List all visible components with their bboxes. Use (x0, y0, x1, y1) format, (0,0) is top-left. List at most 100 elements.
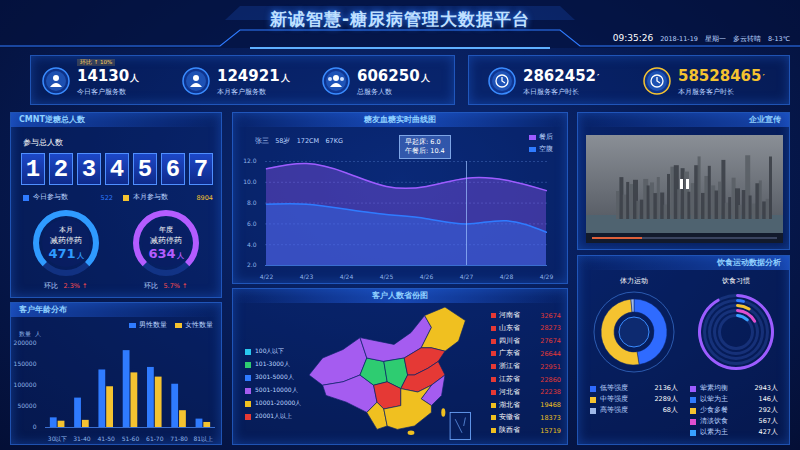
svg-text:4/25: 4/25 (380, 273, 394, 280)
html-text:饮食运动数据分析: 饮食运动数据分析 (717, 258, 781, 267)
svg-text:4.0: 4.0 (247, 241, 257, 248)
svg-text:4/26: 4/26 (420, 273, 434, 280)
svg-text:10.0: 10.0 (243, 178, 257, 185)
svg-text:471人: 471人 (48, 246, 84, 261)
html-text:68人: 68人 (662, 406, 678, 414)
html-text:2289人: 2289人 (654, 395, 678, 403)
html-text:客户年龄分布: 客户年龄分布 (19, 305, 67, 314)
svg-text:200000: 200000 (14, 339, 37, 346)
html-text:高等强度: 高等强度 (600, 406, 628, 414)
html-text:本日服务客户时长: 本日服务客户时长 (523, 88, 579, 96)
html-text:今日参与数: 今日参与数 (33, 193, 68, 201)
html-text:参与总人数: 参与总人数 (23, 138, 63, 147)
html-text:6: 6 (165, 156, 181, 183)
html-text:体力运动: 体力运动 (620, 277, 648, 285)
html-text:27674: 27674 (540, 337, 561, 346)
html-text:湖北省: 湖北省 (499, 400, 520, 409)
html-text:环比: 环比 (144, 282, 159, 290)
html-text:以荤为主: 以荤为主 (700, 395, 728, 403)
html-text:8904: 8904 (196, 193, 213, 202)
html-text:CMNT逆糖总人数: CMNT逆糖总人数 (19, 115, 85, 124)
html-text:今日客户服务数: 今日客户服务数 (77, 88, 126, 96)
html-text:58528465′: 58528465′ (678, 67, 765, 85)
svg-text:4/23: 4/23 (300, 273, 314, 280)
html-text:客户人数省份图: 客户人数省份图 (372, 291, 428, 300)
svg-text:年度: 年度 (159, 226, 173, 234)
html-text:8-13℃: 8-13℃ (767, 35, 790, 43)
svg-text:51-60: 51-60 (122, 435, 140, 442)
html-text:总服务人数: 总服务人数 (357, 88, 392, 96)
html-text:22860: 22860 (540, 375, 561, 384)
html-text:2862452′: 2862452′ (523, 67, 600, 85)
html-text:09:35:26: 09:35:26 (612, 33, 654, 43)
html-text:2943人: 2943人 (754, 384, 778, 392)
html-text:糖友血糖实时曲线图: 糖友血糖实时曲线图 (364, 115, 436, 124)
svg-text:减药停药: 减药停药 (150, 236, 182, 245)
html-text:7: 7 (193, 156, 209, 183)
html-text:3: 3 (81, 156, 97, 183)
html-text:安徽省: 安徽省 (499, 413, 520, 422)
html-text:四川省: 四川省 (499, 336, 520, 345)
html-text:26644: 26644 (540, 349, 561, 358)
html-text:146人: 146人 (758, 395, 778, 403)
html-text:1: 1 (25, 156, 41, 183)
svg-text:634人: 634人 (148, 246, 184, 261)
svg-text:150000: 150000 (14, 360, 37, 367)
svg-text:31-40: 31-40 (73, 435, 91, 442)
html-text:环比: 环比 (44, 282, 59, 290)
html-text:荤素均衡: 荤素均衡 (700, 384, 728, 392)
svg-text:12.0: 12.0 (243, 157, 257, 164)
html-text:4: 4 (109, 156, 125, 183)
html-text:2136人: 2136人 (654, 384, 678, 392)
svg-text:71-80: 71-80 (170, 435, 188, 442)
html-text:2: 2 (53, 156, 69, 183)
svg-text:本月: 本月 (59, 226, 73, 234)
html-text:2.3% ↑: 2.3% ↑ (63, 282, 88, 290)
html-text:浙江省: 浙江省 (499, 362, 520, 371)
html-text:星期一: 星期一 (704, 35, 726, 43)
html-text:本月服务客户时长: 本月服务客户时长 (678, 88, 734, 96)
html-text:28273: 28273 (540, 324, 561, 333)
html-text:山东省: 山东省 (499, 323, 520, 332)
html-text:2018-11-19: 2018-11-19 (660, 35, 698, 43)
html-text:124921人: 124921人 (217, 67, 290, 85)
svg-text:4/22: 4/22 (260, 273, 274, 280)
svg-text:4/24: 4/24 (340, 273, 354, 280)
svg-text:4/28: 4/28 (500, 273, 514, 280)
svg-text:减药停药: 减药停药 (50, 236, 82, 245)
svg-text:4/29: 4/29 (540, 273, 554, 280)
svg-text:8.0: 8.0 (247, 199, 257, 206)
svg-text:2.0: 2.0 (247, 261, 257, 268)
svg-text:50000: 50000 (17, 402, 36, 409)
svg-text:6.0: 6.0 (247, 220, 257, 227)
html-text:河北省: 河北省 (499, 387, 520, 396)
html-text:企业宣传: 企业宣传 (749, 115, 781, 124)
html-text:低等强度: 低等强度 (600, 384, 628, 392)
html-text:5.7% ↑: 5.7% ↑ (163, 282, 188, 290)
html-text:饮食习惯: 饮食习惯 (722, 277, 750, 285)
html-text:22238: 22238 (540, 388, 561, 397)
html-text:5: 5 (137, 156, 153, 183)
html-text:19468: 19468 (540, 401, 561, 410)
html-text:522: 522 (100, 193, 113, 202)
html-text:22951: 22951 (540, 362, 561, 371)
svg-text:61-70: 61-70 (146, 435, 164, 442)
svg-text:81以上: 81以上 (194, 435, 214, 442)
html-text:32674: 32674 (540, 311, 561, 320)
svg-text:41-50: 41-50 (97, 435, 115, 442)
html-text:18373: 18373 (540, 413, 561, 422)
html-text:广东省: 广东省 (499, 349, 520, 358)
html-text:本月客户服务数: 本月客户服务数 (217, 88, 266, 96)
html-text:新诚智慧-糖尿病管理大数据平台: 新诚智慧-糖尿病管理大数据平台 (270, 9, 530, 29)
html-text:606250人: 606250人 (357, 67, 430, 85)
svg-text:100000: 100000 (14, 381, 37, 388)
html-text:中等强度: 中等强度 (600, 395, 628, 403)
svg-text:30以下: 30以下 (48, 435, 68, 442)
svg-text:4/27: 4/27 (460, 273, 474, 280)
html-text:本月参与数: 本月参与数 (133, 193, 168, 201)
html-text:15719: 15719 (540, 426, 561, 435)
html-text:多云转晴: 多云转晴 (732, 35, 761, 43)
svg-text:0: 0 (33, 423, 37, 430)
html-text:陕西省: 陕西省 (499, 426, 520, 435)
html-text:14130人: 14130人 (77, 67, 140, 85)
